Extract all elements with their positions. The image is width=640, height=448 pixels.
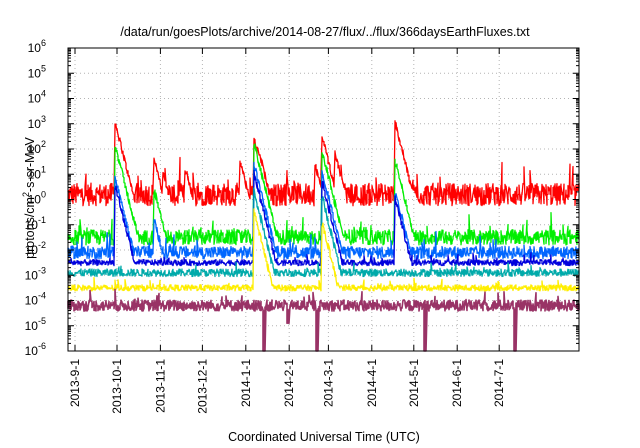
x-tick-label: 2014-1-1 [239, 359, 253, 407]
y-tick-label: 100 [28, 190, 46, 207]
y-tick-exponent: 3 [41, 114, 46, 124]
y-tick-exponent: -1 [38, 215, 46, 225]
y-tick-exponent: -2 [38, 240, 46, 250]
series-line [67, 187, 580, 278]
x-tick-label: 2013-10-1 [110, 359, 124, 414]
y-tick-base: 10 [25, 344, 39, 358]
y-tick-base: 10 [28, 66, 42, 80]
y-axis: 10-610-510-410-310-210-11001011021031041… [25, 38, 579, 358]
series-line [67, 169, 580, 267]
x-tick-label: 2014-7-1 [492, 359, 506, 407]
y-axis-title-superscript: 2 [21, 192, 31, 197]
x-tick-label: 2013-9-1 [68, 359, 82, 407]
y-tick-exponent: 0 [41, 190, 46, 200]
y-tick-base: 10 [25, 294, 39, 308]
chart-title: /data/run/goesPlots/archive/2014-08-27/f… [120, 25, 530, 39]
y-tick-label: 10-4 [25, 291, 46, 308]
y-tick-exponent: -6 [38, 341, 46, 351]
y-tick-base: 10 [25, 218, 39, 232]
y-tick-label: 101 [28, 164, 46, 181]
y-tick-base: 10 [28, 41, 42, 55]
x-tick-label: 2014-4-1 [365, 359, 379, 407]
y-tick-base: 10 [25, 268, 39, 282]
y-tick-base: 10 [28, 117, 42, 131]
y-tick-label: 102 [28, 139, 46, 156]
x-tick-label: 2014-3-1 [321, 359, 335, 407]
y-tick-exponent: 6 [41, 38, 46, 48]
y-axis-title-part: protons/cm [23, 197, 37, 259]
y-tick-base: 10 [25, 319, 39, 333]
y-tick-exponent: -4 [38, 291, 46, 301]
y-tick-base: 10 [28, 142, 42, 156]
y-tick-exponent: 2 [41, 139, 46, 149]
y-tick-label: 104 [28, 89, 46, 106]
y-tick-exponent: 1 [41, 164, 46, 174]
y-tick-label: 10-5 [25, 316, 46, 333]
series-line [67, 288, 580, 352]
series-layer [67, 120, 580, 352]
series-line [67, 208, 580, 292]
x-axis-title: Coordinated Universal Time (UTC) [228, 430, 420, 444]
y-tick-label: 105 [28, 63, 46, 80]
x-tick-label: 2014-6-1 [450, 359, 464, 407]
x-tick-label: 2014-5-1 [407, 359, 421, 407]
y-tick-label: 10-1 [25, 215, 46, 232]
x-tick-label: 2013-12-1 [195, 359, 209, 414]
x-tick-label: 2013-11-1 [153, 359, 167, 413]
y-tick-base: 10 [28, 167, 42, 181]
y-tick-exponent: -5 [38, 316, 46, 326]
y-axis-title-part: -s-sr-MeV [23, 136, 37, 192]
series-line [67, 120, 580, 207]
x-tick-label: 2014-2-1 [282, 359, 296, 407]
series-line [67, 161, 580, 260]
y-tick-label: 10-3 [25, 265, 46, 282]
y-tick-label: 10-6 [25, 341, 46, 358]
y-tick-exponent: 4 [41, 89, 46, 99]
y-tick-exponent: -3 [38, 265, 46, 275]
y-tick-label: 10-2 [25, 240, 46, 257]
y-tick-base: 10 [28, 92, 42, 106]
x-axis: 2013-9-1 2013-10-1 2013-11-1 2013-12-1 2014-… [68, 48, 506, 414]
y-tick-base: 10 [25, 243, 39, 257]
y-tick-base: 10 [28, 193, 42, 207]
y-tick-exponent: 5 [41, 63, 46, 73]
y-tick-label: 106 [28, 38, 46, 55]
y-axis-title: protons/cm2-s-sr-MeV [21, 136, 37, 258]
y-tick-label: 103 [28, 114, 46, 131]
